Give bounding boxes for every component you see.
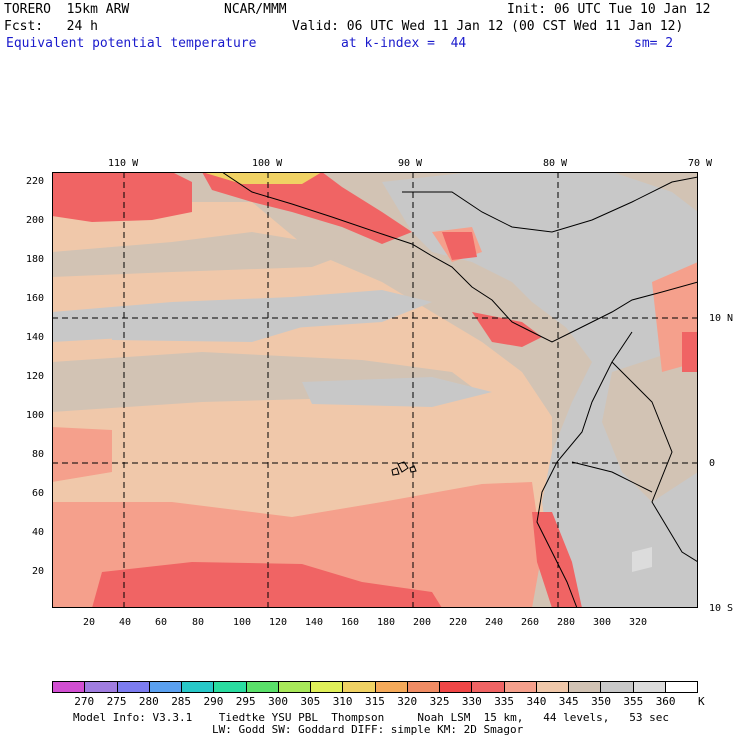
- colorbar-swatch: [149, 682, 182, 692]
- colorbar-swatch: [375, 682, 408, 692]
- colorbar-swatch: [504, 682, 537, 692]
- colorbar: [52, 681, 698, 693]
- colorbar-label: 300: [268, 695, 288, 708]
- x-tick: 60: [155, 617, 168, 628]
- colorbar-swatch: [53, 682, 86, 692]
- colorbar-label: 360: [655, 695, 676, 708]
- level-label: at k-index = 44: [341, 36, 467, 51]
- colorbar-label: 270: [74, 695, 95, 708]
- lat-label-10n: 10 N: [709, 313, 734, 324]
- colorbar-swatch: [117, 682, 150, 692]
- colorbar-label: 325: [429, 695, 450, 708]
- colorbar-label: 310: [332, 695, 353, 708]
- y-tick: 100: [26, 410, 45, 421]
- x-tick: 220: [449, 617, 468, 628]
- lon-label-80w: 80 W: [543, 158, 568, 169]
- y-tick: 120: [26, 371, 45, 382]
- y-tick: 220: [26, 176, 45, 187]
- x-tick: 140: [305, 617, 324, 628]
- init-time: Init: 06 UTC Tue 10 Jan 12: [507, 2, 711, 17]
- y-tick: 140: [26, 332, 45, 343]
- y-tick: 60: [32, 488, 45, 499]
- forecast-hour: Fcst: 24 h: [4, 19, 98, 34]
- colorbar-swatch: [214, 682, 247, 692]
- colorbar-swatch: [85, 682, 118, 692]
- y-tick: 160: [26, 293, 45, 304]
- y-tick: 200: [26, 215, 45, 226]
- colorbar-swatch: [536, 682, 569, 692]
- x-tick: 40: [119, 617, 132, 628]
- x-tick: 180: [377, 617, 396, 628]
- x-tick: 120: [269, 617, 288, 628]
- colorbar-label: 285: [171, 695, 192, 708]
- colorbar-label: 320: [397, 695, 418, 708]
- colorbar-swatch: [182, 682, 215, 692]
- valid-time: Valid: 06 UTC Wed 11 Jan 12 (00 CST Wed …: [292, 19, 684, 34]
- x-tick: 280: [557, 617, 576, 628]
- smoothing-label: sm= 2: [634, 36, 674, 51]
- colorbar-label: 280: [138, 695, 159, 708]
- colorbar-swatch: [407, 682, 440, 692]
- colorbar-swatch: [246, 682, 279, 692]
- model-info: Model Info: V3.3.1 Tiedtke YSU PBL Thomp…: [73, 711, 670, 724]
- x-tick: 260: [521, 617, 540, 628]
- model-title: TORERO 15km ARW: [4, 2, 130, 17]
- x-tick: 300: [593, 617, 612, 628]
- lon-label-110w: 110 W: [108, 158, 139, 169]
- colorbar-label: 345: [558, 695, 579, 708]
- colorbar-label: 305: [300, 695, 321, 708]
- colorbar-swatch: [633, 682, 666, 692]
- colorbar-label: 290: [203, 695, 224, 708]
- colorbar-label: 335: [494, 695, 515, 708]
- lon-label-90w: 90 W: [398, 158, 423, 169]
- x-tick: 240: [485, 617, 504, 628]
- physics-info: LW: Godd SW: Goddard DIFF: simple KM: 2D…: [212, 723, 524, 736]
- lat-label-10s: 10 S: [709, 603, 734, 614]
- colorbar-swatch: [569, 682, 602, 692]
- colorbar-swatch: [343, 682, 376, 692]
- colorbar-label: 350: [591, 695, 611, 708]
- colorbar-label: 355: [623, 695, 644, 708]
- lon-label-100w: 100 W: [252, 158, 283, 169]
- x-tick: 200: [413, 617, 432, 628]
- theta-e-map: [52, 172, 698, 608]
- colorbar-label: 275: [106, 695, 127, 708]
- colorbar-label: 295: [235, 695, 256, 708]
- y-tick: 40: [32, 527, 45, 538]
- colorbar-swatch: [440, 682, 473, 692]
- x-tick: 80: [192, 617, 205, 628]
- colorbar-swatch: [472, 682, 505, 692]
- x-tick: 320: [629, 617, 648, 628]
- x-tick: 160: [341, 617, 360, 628]
- colorbar-unit: K: [698, 695, 705, 708]
- y-tick: 180: [26, 254, 45, 265]
- org-label: NCAR/MMM: [224, 2, 287, 17]
- colorbar-label: 315: [365, 695, 385, 708]
- y-tick: 80: [32, 449, 45, 460]
- x-tick: 100: [233, 617, 252, 628]
- y-tick: 20: [32, 566, 45, 577]
- colorbar-swatch: [601, 682, 634, 692]
- colorbar-label: 340: [526, 695, 547, 708]
- colorbar-swatch: [665, 682, 697, 692]
- colorbar-swatch: [278, 682, 311, 692]
- lat-label-0: 0: [709, 458, 716, 469]
- colorbar-swatch: [311, 682, 344, 692]
- colorbar-label: 330: [461, 695, 482, 708]
- x-tick: 20: [83, 617, 96, 628]
- field-name: Equivalent potential temperature: [6, 36, 257, 51]
- lon-label-70w: 70 W: [688, 158, 713, 169]
